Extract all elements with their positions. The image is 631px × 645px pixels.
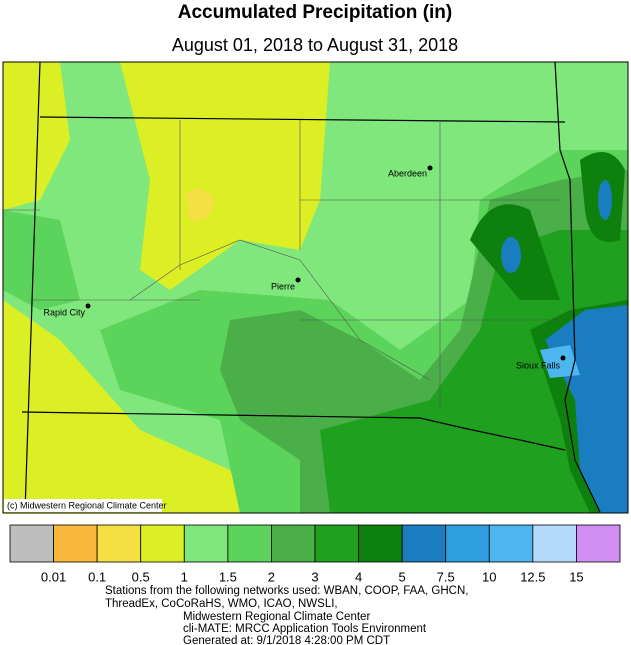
legend: 0.01 0.1 0.5 1 1.5 2 3 4 5 7.5 10 12.5 15: [9, 524, 621, 584]
legend-swatch: [227, 524, 272, 563]
legend-label: 10: [482, 569, 496, 584]
footer-line: Stations from the following networks use…: [105, 585, 468, 597]
legend-swatch: [532, 524, 577, 563]
footer: Stations from the following networks use…: [105, 585, 468, 645]
legend-label: 0.5: [132, 569, 150, 584]
legend-label: 3: [311, 569, 318, 584]
legend-label: 0.1: [88, 569, 106, 584]
legend-label: 1: [181, 569, 188, 584]
city-label: Rapid City: [43, 307, 85, 317]
legend-label: 7.5: [437, 569, 455, 584]
footer-line: Generated at: 9/1/2018 4:28:00 PM CDT: [183, 635, 390, 645]
legend-swatch: [96, 524, 142, 563]
legend-label: 2: [268, 569, 275, 584]
legend-label: 0.01: [41, 569, 66, 584]
legend-swatch: [314, 524, 359, 563]
legend-label: 15: [569, 569, 583, 584]
credit: (c) Midwestern Regional Climate Center: [7, 500, 167, 510]
footer-line: Midwestern Regional Climate Center: [183, 611, 370, 623]
legend-swatch: [576, 524, 621, 563]
footer-line: ThreadEx, CoCoRaHS, WMO, ICAO, NWSLI,: [105, 598, 338, 610]
legend-swatch: [401, 524, 447, 563]
legend-swatch: [53, 524, 98, 563]
legend-label: 5: [399, 569, 406, 584]
legend-label: 12.5: [520, 569, 545, 584]
subtitle: August 01, 2018 to August 31, 2018: [172, 35, 458, 55]
map: Aberdeen Pierre Rapid City Sioux Falls (…: [2, 61, 629, 514]
city-label: Aberdeen: [388, 168, 427, 178]
city-label: Pierre: [271, 281, 295, 291]
footer-line: cli-MATE: MRCC Application Tools Environ…: [183, 623, 427, 635]
city-label: Sioux Falls: [516, 360, 561, 370]
title: Accumulated Precipitation (in): [178, 2, 452, 23]
legend-swatch: [9, 524, 54, 563]
legend-swatch: [183, 524, 229, 563]
legend-swatch: [445, 524, 490, 563]
legend-swatch: [140, 524, 185, 563]
legend-label: 4: [355, 569, 362, 584]
legend-swatch: [358, 524, 403, 563]
legend-swatch: [271, 524, 316, 563]
legend-label: 1.5: [219, 569, 237, 584]
legend-swatch: [488, 524, 534, 563]
